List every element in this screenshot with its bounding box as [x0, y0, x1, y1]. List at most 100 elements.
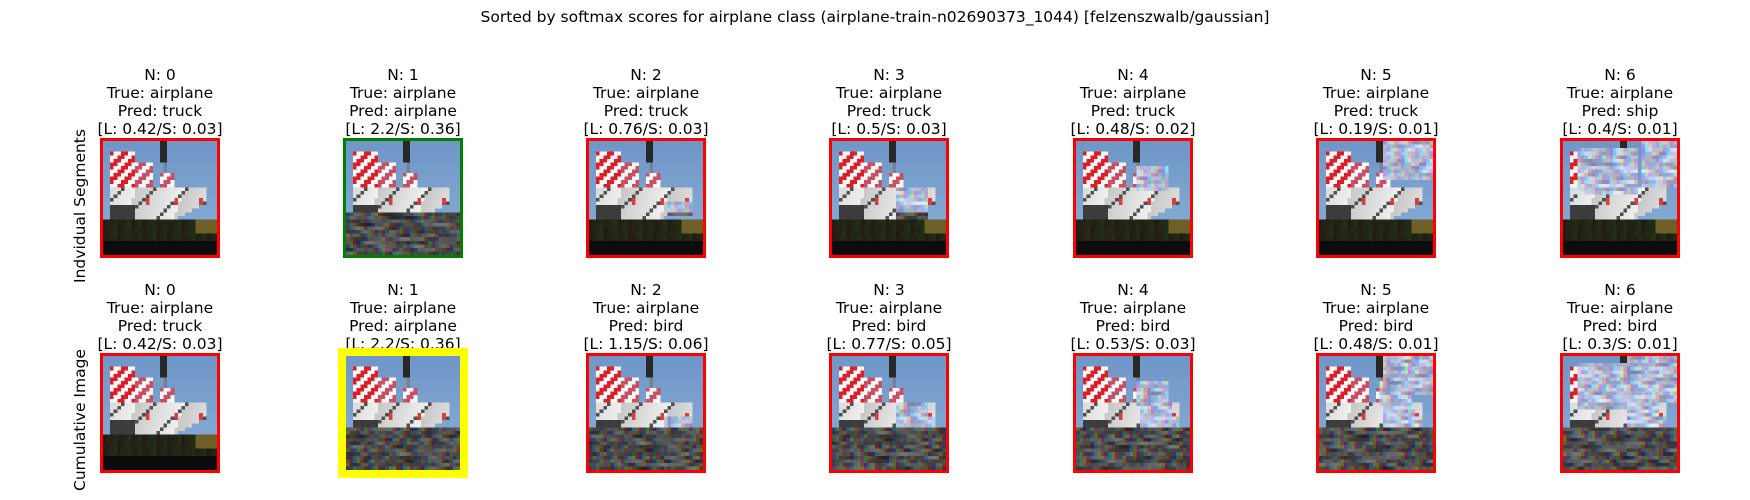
panel-score-label: [L: 1.15/S: 0.06] [583, 335, 709, 353]
segment-image [832, 141, 946, 255]
panel-score-label: [L: 0.48/S: 0.01] [1313, 335, 1439, 353]
panel-pred-label: Pred: truck [117, 317, 203, 335]
figure-title: Sorted by softmax scores for airplane cl… [480, 8, 1270, 26]
panel-score-label: [L: 0.42/S: 0.03] [97, 120, 223, 138]
segment-image [346, 141, 460, 255]
panel-true-label: True: airplane [106, 299, 214, 317]
segment-thumbnail [1316, 353, 1436, 473]
panel-score-label: [L: 0.76/S: 0.03] [583, 120, 709, 138]
panel-pred-label: Pred: ship [1581, 102, 1659, 120]
panel-n-label: N: 4 [1117, 66, 1149, 84]
panel-title: N: 1 True: airplane Pred: airplane [L: 2.2/… [273, 66, 533, 138]
panel-score-label: [L: 0.77/S: 0.05] [826, 335, 952, 353]
segment-thumbnail [338, 348, 468, 478]
segment-image [1076, 356, 1190, 470]
panel-score-label: [L: 0.42/S: 0.03] [97, 335, 223, 353]
segment-image [346, 356, 460, 470]
panel-true-label: True: airplane [835, 299, 943, 317]
panel-true-label: True: airplane [1079, 84, 1187, 102]
panel-title: N: 1 True: airplane Pred: airplane [L: 2.2/… [273, 281, 533, 353]
segment-image [103, 141, 217, 255]
panel-true-label: True: airplane [1322, 84, 1430, 102]
panel-true-label: True: airplane [592, 299, 700, 317]
panel-n-label: N: 5 [1360, 281, 1392, 299]
panel-n-label: N: 6 [1604, 281, 1636, 299]
panel-true-label: True: airplane [1322, 299, 1430, 317]
panel-n-label: N: 3 [873, 281, 905, 299]
panel-pred-label: Pred: truck [117, 102, 203, 120]
panel-true-label: True: airplane [835, 84, 943, 102]
segment-thumbnail [343, 138, 463, 258]
segment-thumbnail [829, 353, 949, 473]
segment-thumbnail [100, 138, 220, 258]
panel-n-label: N: 0 [144, 66, 176, 84]
panel-title: N: 0 True: airplane Pred: truck [L: 0.42/S:… [30, 66, 290, 138]
panel-n-label: N: 1 [387, 281, 419, 299]
panel-score-label: [L: 0.3/S: 0.01] [1562, 335, 1678, 353]
panel-title: N: 0 True: airplane Pred: truck [L: 0.42/S:… [30, 281, 290, 353]
panel-pred-label: Pred: truck [1333, 102, 1419, 120]
panel-title: N: 6 True: airplane Pred: ship [L: 0.4/S: 0… [1490, 66, 1750, 138]
segment-image [1563, 356, 1677, 470]
panel-pred-label: Pred: bird [1338, 317, 1414, 335]
panel-title: N: 2 True: airplane Pred: bird [L: 1.15/S: … [516, 281, 776, 353]
panel-pred-label: Pred: truck [1090, 102, 1176, 120]
segment-thumbnail [586, 138, 706, 258]
panel-pred-label: Pred: bird [608, 317, 684, 335]
segment-image [589, 356, 703, 470]
panel-pred-label: Pred: airplane [349, 317, 457, 335]
panel-score-label: [L: 0.19/S: 0.01] [1313, 120, 1439, 138]
panel-title: N: 5 True: airplane Pred: truck [L: 0.19/S:… [1246, 66, 1506, 138]
segment-image [1319, 141, 1433, 255]
segment-image [1563, 141, 1677, 255]
panel-n-label: N: 4 [1117, 281, 1149, 299]
row-label: Cumulative Image [70, 349, 89, 491]
panel-title: N: 2 True: airplane Pred: truck [L: 0.76/S:… [516, 66, 776, 138]
segment-thumbnail [1316, 138, 1436, 258]
panel-n-label: N: 2 [630, 66, 662, 84]
segment-image [103, 356, 217, 470]
panel-true-label: True: airplane [592, 84, 700, 102]
panel-score-label: [L: 0.5/S: 0.03] [831, 120, 947, 138]
segment-thumbnail [1073, 138, 1193, 258]
panel-true-label: True: airplane [1079, 299, 1187, 317]
panel-title: N: 3 True: airplane Pred: truck [L: 0.5/S: … [759, 66, 1019, 138]
segment-thumbnail [1560, 138, 1680, 258]
panel-true-label: True: airplane [1566, 299, 1674, 317]
panel-pred-label: Pred: bird [1582, 317, 1658, 335]
panel-title: N: 6 True: airplane Pred: bird [L: 0.3/S: 0… [1490, 281, 1750, 353]
panel-score-label: [L: 0.4/S: 0.01] [1562, 120, 1678, 138]
panel-pred-label: Pred: truck [846, 102, 932, 120]
panel-title: N: 4 True: airplane Pred: bird [L: 0.53/S: … [1003, 281, 1263, 353]
segment-thumbnail [586, 353, 706, 473]
panel-pred-label: Pred: bird [1095, 317, 1171, 335]
panel-n-label: N: 2 [630, 281, 662, 299]
segment-image [1319, 356, 1433, 470]
panel-title: N: 3 True: airplane Pred: bird [L: 0.77/S: … [759, 281, 1019, 353]
panel-true-label: True: airplane [1566, 84, 1674, 102]
panel-score-label: [L: 0.48/S: 0.02] [1070, 120, 1196, 138]
segment-thumbnail [100, 353, 220, 473]
panel-n-label: N: 3 [873, 66, 905, 84]
panel-title: N: 5 True: airplane Pred: bird [L: 0.48/S: … [1246, 281, 1506, 353]
panel-pred-label: Pred: bird [851, 317, 927, 335]
segment-image [832, 356, 946, 470]
row-label: Indvidual Segments [70, 129, 89, 283]
segment-image [1076, 141, 1190, 255]
panel-title: N: 4 True: airplane Pred: truck [L: 0.48/S:… [1003, 66, 1263, 138]
panel-n-label: N: 6 [1604, 66, 1636, 84]
panel-n-label: N: 5 [1360, 66, 1392, 84]
panel-true-label: True: airplane [106, 84, 214, 102]
panel-n-label: N: 1 [387, 66, 419, 84]
panel-pred-label: Pred: airplane [349, 102, 457, 120]
segment-thumbnail [829, 138, 949, 258]
panel-score-label: [L: 0.53/S: 0.03] [1070, 335, 1196, 353]
panel-pred-label: Pred: truck [603, 102, 689, 120]
panel-true-label: True: airplane [349, 299, 457, 317]
segment-thumbnail [1073, 353, 1193, 473]
panel-score-label: [L: 2.2/S: 0.36] [345, 120, 461, 138]
segment-thumbnail [1560, 353, 1680, 473]
panel-true-label: True: airplane [349, 84, 457, 102]
panel-n-label: N: 0 [144, 281, 176, 299]
segment-image [589, 141, 703, 255]
